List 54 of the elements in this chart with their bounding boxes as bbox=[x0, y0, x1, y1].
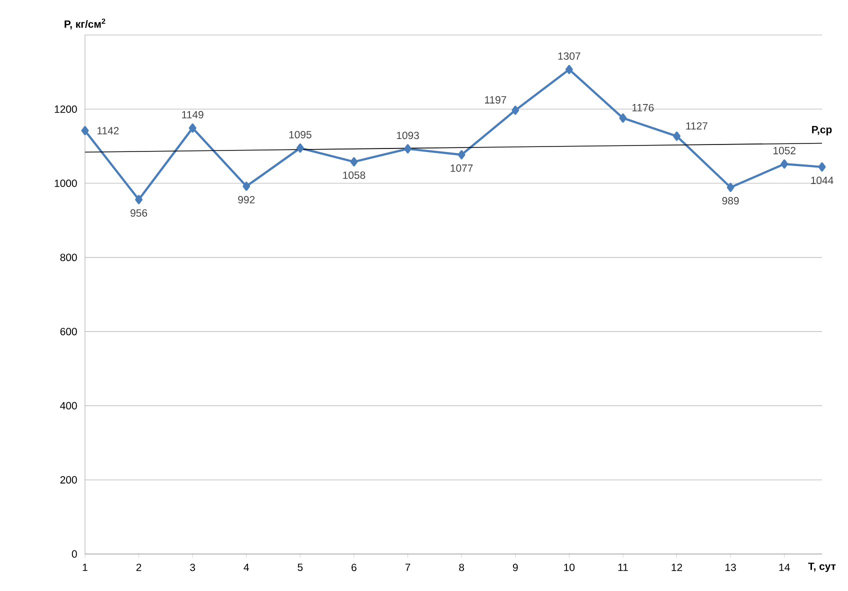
x-tick-label: 13 bbox=[726, 564, 736, 572]
point bbox=[296, 143, 304, 153]
point bbox=[673, 132, 680, 141]
point bbox=[350, 157, 358, 166]
x-tick-label: 5 bbox=[298, 564, 303, 571]
data-label: 989 bbox=[722, 197, 739, 204]
x-tick-label: 3 bbox=[190, 564, 196, 572]
point bbox=[458, 150, 466, 160]
data-label: 1142 bbox=[97, 126, 119, 134]
data-label: 1093 bbox=[396, 132, 419, 140]
data-label: 1077 bbox=[450, 164, 473, 172]
data-label: 956 bbox=[130, 209, 148, 217]
point bbox=[242, 182, 250, 191]
data-label: 1127 bbox=[686, 122, 708, 130]
x-axis-title: T, сут bbox=[808, 562, 836, 572]
y-tick-label: 200 bbox=[60, 476, 77, 484]
data-label: 1058 bbox=[343, 171, 366, 179]
x-tick-label: 2 bbox=[136, 564, 142, 571]
y-tick-label: 600 bbox=[60, 328, 77, 336]
point bbox=[135, 195, 143, 204]
point bbox=[81, 126, 89, 136]
point bbox=[726, 182, 734, 192]
x-tick-label: 7 bbox=[405, 564, 410, 571]
x-tick-label: 4 bbox=[244, 564, 249, 571]
point bbox=[188, 123, 196, 133]
data-label: 1052 bbox=[774, 146, 796, 154]
series-label: P,ср bbox=[812, 126, 832, 136]
x-tick-label: 8 bbox=[459, 564, 464, 572]
x-tick-label: 6 bbox=[352, 564, 356, 572]
point bbox=[818, 162, 826, 172]
data-label: 1176 bbox=[632, 104, 654, 112]
y-tick-label: 800 bbox=[60, 254, 77, 262]
y-axis-title: P, кг/см$^{2}$ bbox=[64, 18, 106, 30]
x-tick-label: 14 bbox=[779, 564, 790, 571]
data-label: 1095 bbox=[289, 130, 312, 138]
point bbox=[619, 113, 627, 123]
data-label: 1307 bbox=[558, 52, 580, 60]
x-tick-label: 9 bbox=[512, 564, 518, 572]
data-label: 1149 bbox=[182, 110, 204, 118]
point bbox=[512, 106, 520, 115]
x-tick-label: 10 bbox=[564, 564, 575, 572]
y-tick-label: 400 bbox=[60, 402, 77, 410]
data-label: 1197 bbox=[484, 96, 506, 104]
point bbox=[780, 159, 788, 169]
x-tick-label: 1 bbox=[82, 564, 88, 571]
point bbox=[404, 144, 412, 154]
y-tick-label: 1000 bbox=[54, 180, 77, 187]
data-label: 1044 bbox=[811, 176, 834, 184]
y-tick-label: 0 bbox=[72, 550, 77, 558]
x-tick-label: 11 bbox=[618, 564, 628, 571]
y-tick-label: 1200 bbox=[54, 105, 77, 113]
point bbox=[565, 64, 573, 74]
x-tick-label: 12 bbox=[672, 564, 682, 571]
data-label: 992 bbox=[238, 196, 255, 204]
